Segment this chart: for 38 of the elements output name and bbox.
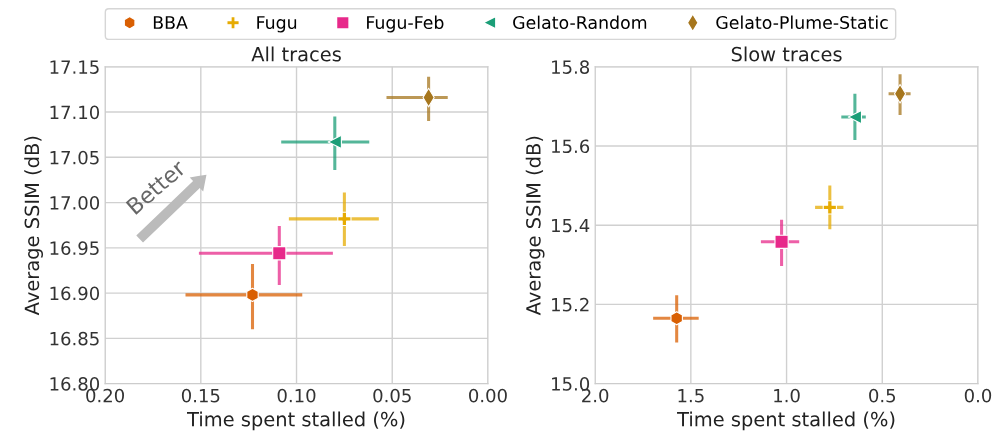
x-axis-title: Time spent stalled (%) [677,411,895,431]
y-tick-label: 17.10 [50,105,100,120]
point [774,234,789,249]
y-axis-title: Average SSIM (dB) [24,136,43,316]
legend-label: Gelato-Plume-Static [716,15,888,30]
point [272,246,287,261]
chart-title: All traces [251,46,341,62]
y-tick-label: 17.15 [50,60,99,74]
y-tick-label: 17.00 [50,196,100,210]
y-tick-label: 16.85 [50,331,99,346]
x-tick-label: 1.0 [774,388,800,403]
legend-label: Gelato-Random [513,15,647,30]
point [327,134,342,150]
x-tick-label: 1.5 [678,389,704,403]
chart-title: Slow traces [731,46,842,62]
legend-label: BBA [153,16,188,29]
x-tick-label: 0.5 [869,388,896,403]
x-axis-title: Time spent stalled (%) [187,411,405,431]
y-tick-label: 16.95 [50,241,99,255]
point [847,109,863,125]
x-tick-label: 0.00 [469,388,507,403]
y-tick-label: 15.2 [552,297,589,312]
point [670,311,683,326]
y-tick-label: 15.6 [552,139,590,154]
y-tick-label: 15.4 [552,218,590,233]
x-tick-label: 0.10 [277,388,316,403]
point [337,211,352,227]
point [822,200,837,215]
y-tick-label: 15.8 [552,60,590,74]
legend-label: Fugu-Feb [367,15,444,33]
x-tick-label: 0.0 [964,388,992,403]
y-tick-label: 16.90 [50,286,100,301]
point [246,287,259,303]
x-tick-label: 0.15 [181,388,220,403]
y-axis-title: Average SSIM (dB) [525,136,545,316]
y-tick-label: 17.05 [50,150,99,165]
x-tick-label: 0.05 [373,388,411,403]
legend-label: Fugu [257,16,297,33]
